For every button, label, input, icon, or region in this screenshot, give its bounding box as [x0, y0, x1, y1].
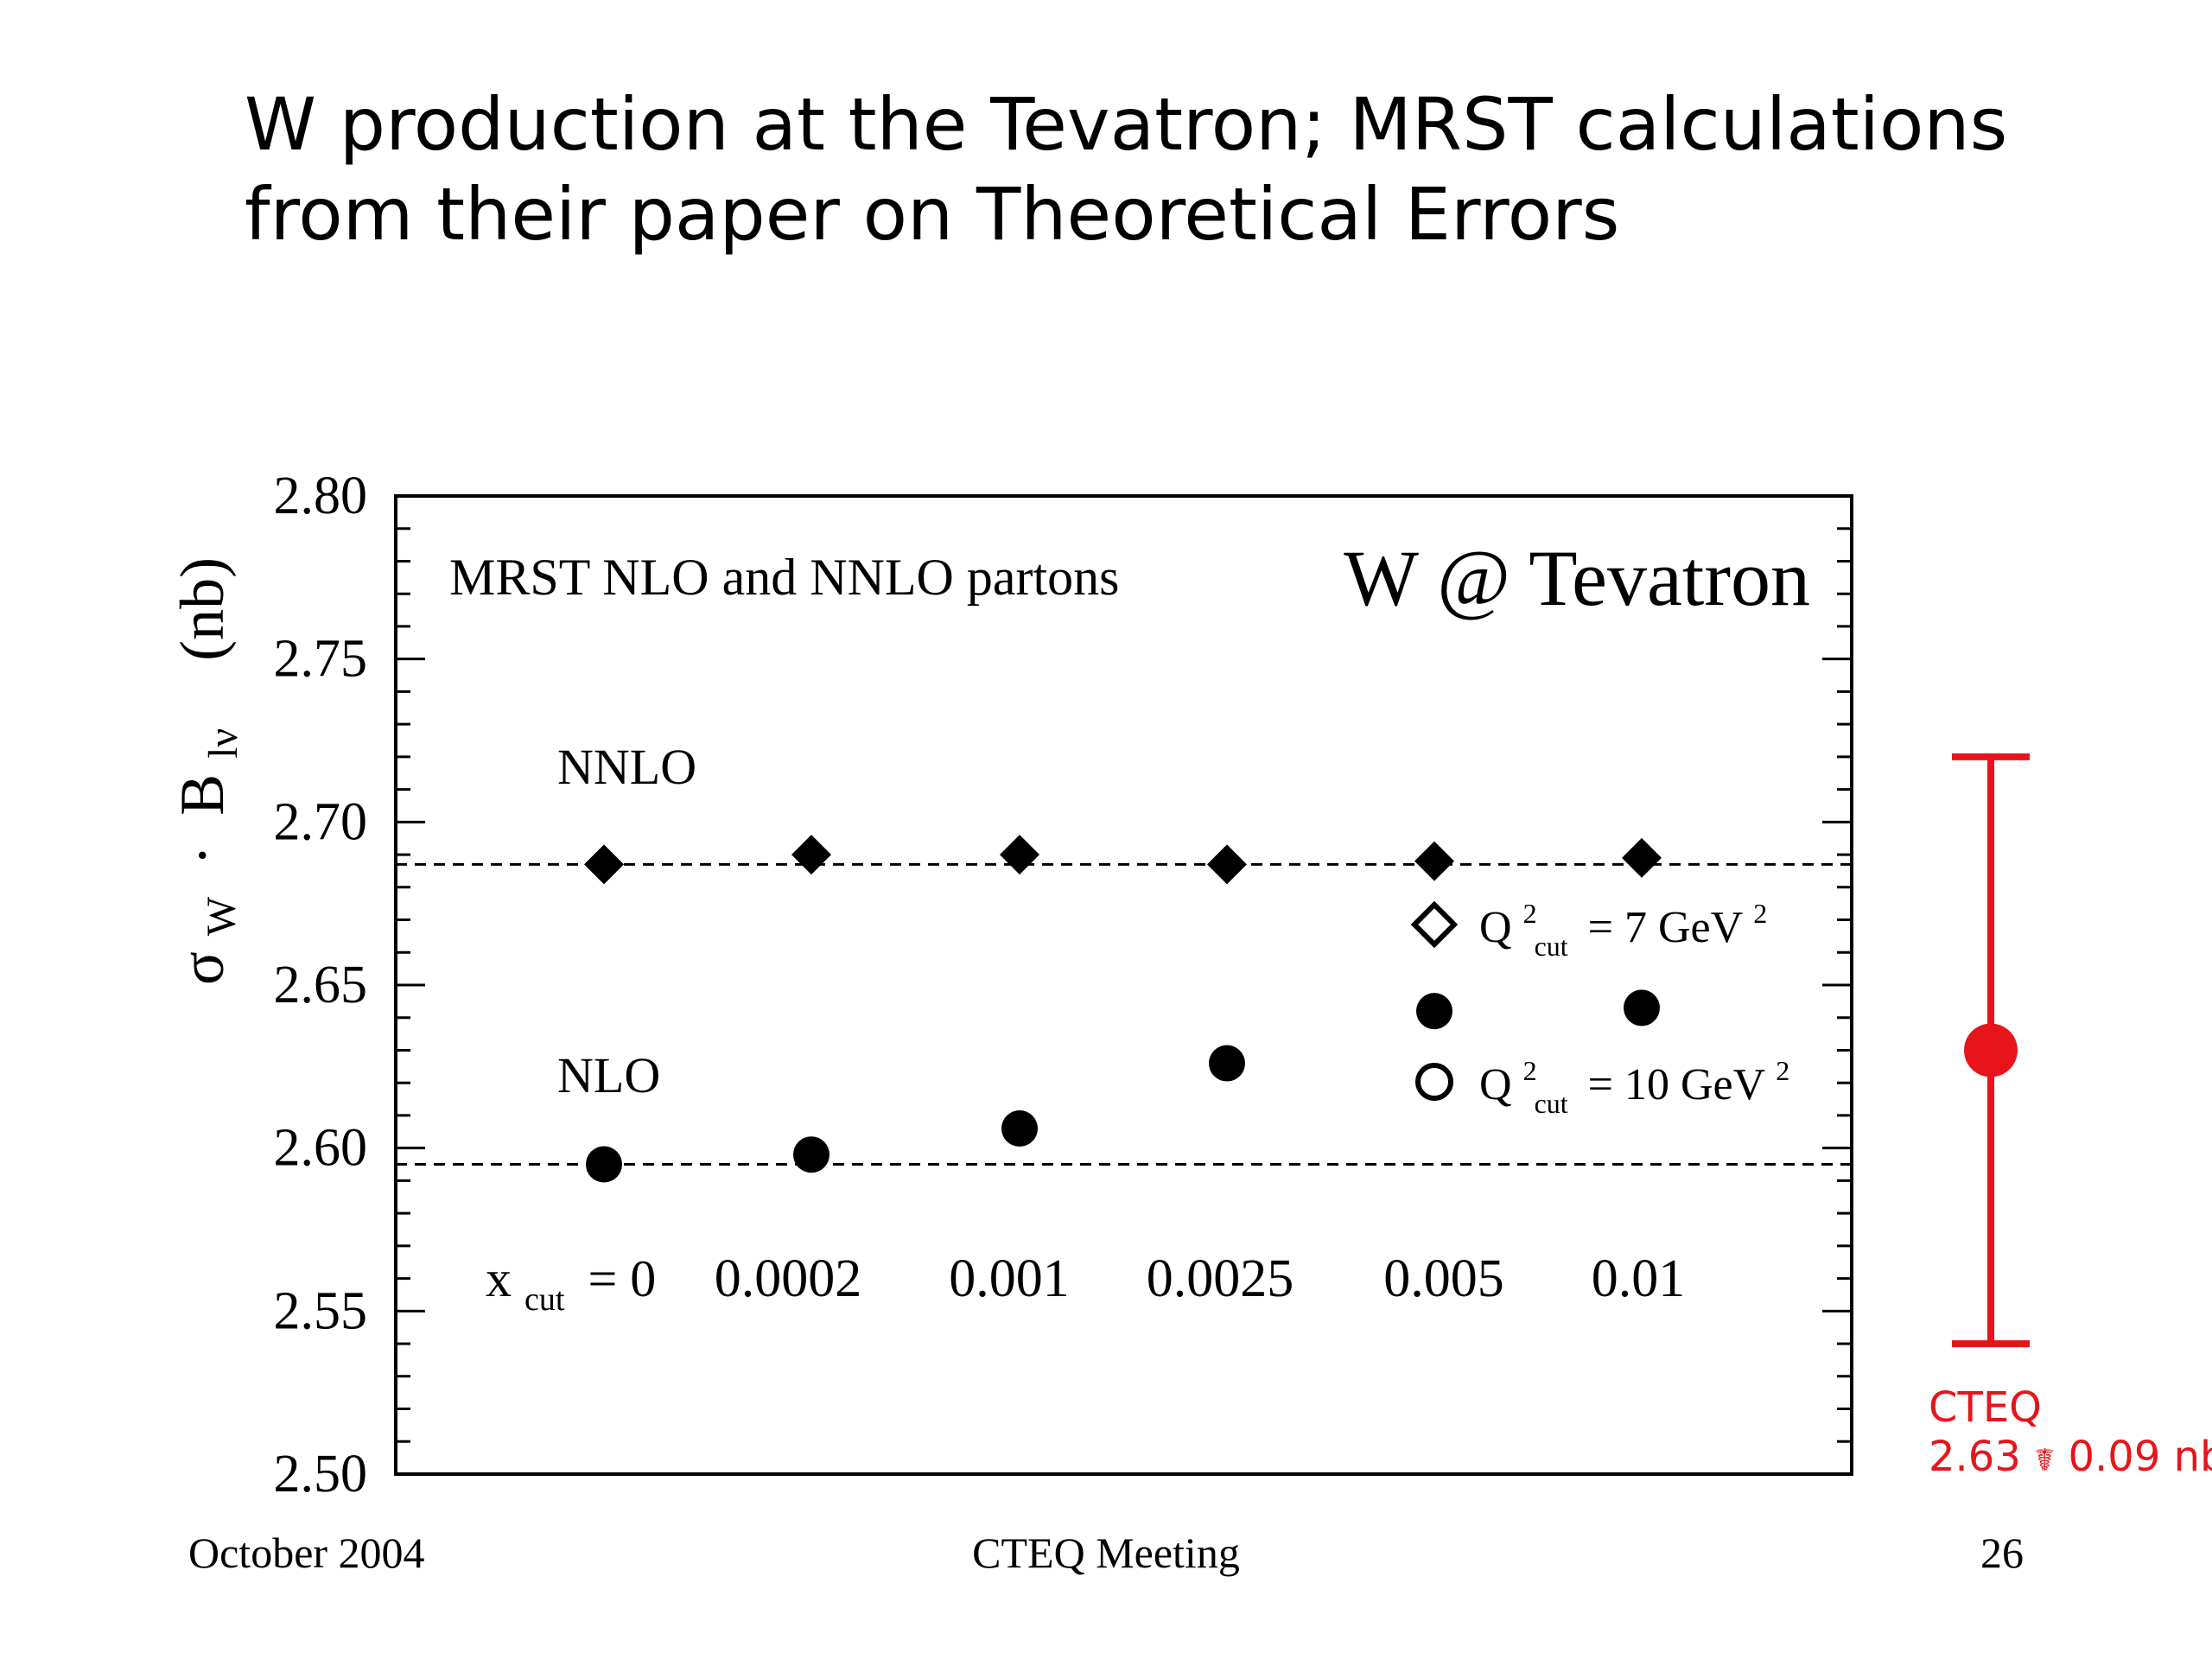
- legend-q7-sup: 2: [1523, 898, 1537, 929]
- legend-q7-sub: cut: [1535, 931, 1568, 962]
- nnlo-point: [1622, 837, 1662, 878]
- ylabel-dot: ·: [168, 845, 237, 866]
- nlo-point: [1416, 993, 1452, 1030]
- cteq-label: CTEQ: [1929, 1383, 2042, 1432]
- legend-entry-q7: Q 2 cut = 7 GeV 2: [1479, 884, 1767, 966]
- y-tick-label: 2.70: [274, 792, 368, 851]
- title-line-2: from their paper on Theoretical Errors: [245, 172, 1620, 257]
- legend-open-diamond-marker: [1410, 900, 1459, 949]
- legend-entry-q10: Q 2 cut = 10 GeV 2: [1479, 1041, 1789, 1123]
- axis-ticks: [396, 494, 1852, 1476]
- legend-q10-sub: cut: [1535, 1088, 1568, 1119]
- title-line-1: W production at the Tevatron; MRST calcu…: [245, 82, 2008, 167]
- ylabel-w: W: [199, 896, 245, 936]
- ylabel-sigma: σ: [168, 951, 237, 985]
- xcut-label: x cut = 0: [486, 1250, 656, 1321]
- x-value-label: 0.005: [1383, 1249, 1504, 1308]
- ylabel-unit: (nb): [168, 557, 237, 661]
- legend: Q 2 cut = 7 GeV 2 Q 2 cut = 10 GeV 2: [1410, 884, 1789, 1123]
- chart-annotation: MRST NLO and NNLO partons: [449, 549, 1120, 606]
- y-tick-label: 2.65: [274, 956, 368, 1014]
- nlo-point: [586, 1146, 622, 1183]
- y-tick-label: 2.75: [274, 630, 368, 689]
- footer-meeting: CTEQ Meeting: [972, 1529, 1240, 1577]
- reference-lines: [396, 862, 1852, 1166]
- svg-text:σ W · B: σ W · B lν (nb): [168, 557, 251, 985]
- cteq-value: 2.63 ☤ 0.09 nb: [1929, 1433, 2212, 1481]
- y-tick-label: 2.60: [274, 1119, 368, 1178]
- footer-page-number: 26: [1980, 1529, 2024, 1577]
- y-axis-label: σ W · B lν (nb): [168, 557, 251, 985]
- nnlo-point: [1414, 841, 1454, 881]
- series-label-nlo: NLO: [557, 1047, 660, 1103]
- nlo-point: [1209, 1045, 1245, 1082]
- cteq-symbol: ☤: [2034, 1443, 2055, 1478]
- x-value-label: 0.01: [1592, 1249, 1686, 1308]
- series-label-nnlo: NNLO: [557, 739, 696, 795]
- cteq-value-number: 2.63: [1929, 1433, 2021, 1481]
- cteq-error-text: 0.09 nb: [2069, 1433, 2212, 1481]
- xcut-x: x: [486, 1250, 512, 1307]
- nlo-point: [1001, 1110, 1038, 1147]
- slide-title: W production at the Tevatron; MRST calcu…: [245, 79, 2008, 259]
- legend-q10-unit-sup: 2: [1776, 1055, 1789, 1086]
- plot-frame: [394, 494, 1853, 1476]
- x-value-label: 0.0025: [1147, 1249, 1294, 1308]
- data-points: [584, 835, 1662, 1183]
- panel-title: W @ Tevatron: [1344, 534, 1810, 622]
- nnlo-point: [584, 844, 624, 885]
- nlo-point: [1624, 989, 1660, 1027]
- y-tick-label: 2.55: [274, 1281, 368, 1340]
- cteq-point: [1964, 1023, 2018, 1077]
- y-tick-label: 2.50: [274, 1445, 368, 1503]
- legend-q10-sup: 2: [1523, 1055, 1537, 1086]
- legend-open-circle-marker: [1415, 1063, 1453, 1101]
- nnlo-point: [1207, 844, 1247, 885]
- xcut-eq: = 0: [588, 1250, 656, 1307]
- legend-q7-text: = 7 GeV: [1588, 903, 1743, 952]
- cteq-error-bar: [1952, 753, 2030, 1348]
- nlo-point: [793, 1136, 830, 1173]
- legend-q10-text: = 10 GeV: [1588, 1060, 1765, 1109]
- legend-q7-unit-sup: 2: [1753, 898, 1767, 929]
- x-value-label: 0.0002: [715, 1249, 862, 1308]
- nnlo-point: [791, 835, 831, 875]
- xcut-sub: cut: [524, 1281, 565, 1318]
- ylabel-lv: lν: [200, 728, 246, 759]
- legend-q7-q: Q: [1479, 903, 1512, 952]
- y-tick-labels: 2.50 2.55 2.60 2.65 2.70 2.75 2.80: [274, 467, 368, 1503]
- y-tick-label: 2.80: [274, 467, 368, 525]
- x-value-label: 0.001: [949, 1249, 1070, 1308]
- ylabel-b: B: [168, 774, 237, 816]
- nnlo-point: [1000, 835, 1039, 875]
- legend-q10-q: Q: [1479, 1060, 1512, 1109]
- footer-date: October 2004: [188, 1529, 425, 1577]
- x-value-labels: 0.0002 0.001 0.0025 0.005 0.01: [715, 1249, 1686, 1308]
